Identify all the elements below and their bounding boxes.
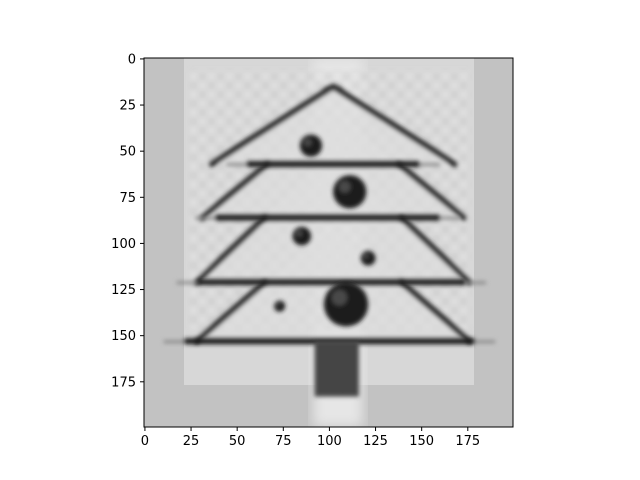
x-tick-label-100: 100 [317, 434, 342, 449]
ornament-2 [292, 226, 311, 246]
x-tick-label-150: 150 [409, 434, 434, 449]
tier-left-edge-3 [193, 279, 268, 345]
bar-2 [196, 279, 466, 286]
x-tick-label-50: 50 [229, 434, 246, 449]
bar-wisp-left-1 [195, 216, 216, 220]
y-tick-label-175: 175 [111, 375, 136, 390]
ornament-highlight-3 [363, 253, 369, 259]
bar-wisp-right-0 [419, 163, 440, 167]
ornament-highlight-5 [276, 302, 280, 307]
ornament-3 [360, 250, 376, 266]
trunk-body [314, 341, 359, 397]
bar-wisp-left-2 [176, 281, 197, 285]
tier-apex [319, 84, 347, 97]
bar-wisp-right-1 [440, 216, 461, 220]
bar-wisp-right-2 [465, 281, 486, 285]
bar-0 [246, 161, 420, 168]
tier-right-edge-0 [330, 83, 458, 168]
ornament-0 [299, 134, 323, 157]
bar-wisp-left-0 [226, 163, 247, 167]
tier-fill-2 [189, 159, 478, 283]
tree-trunk [314, 341, 359, 397]
ornament-highlight-1 [338, 180, 351, 193]
y-tick-label-0: 0 [128, 52, 136, 67]
x-tick-label-125: 125 [363, 434, 388, 449]
tier-left-edge-1 [199, 161, 271, 221]
ornament-4 [323, 282, 369, 327]
y-axis: 0 25 50 75 100 125 150 175 [111, 52, 144, 390]
y-tick-label-75: 75 [119, 191, 136, 206]
tree-ornaments [274, 134, 376, 327]
ornament-highlight-2 [295, 230, 303, 237]
bar-wisp-right-3 [475, 340, 496, 344]
y-tick-label-25: 25 [119, 99, 136, 114]
y-tick-label-50: 50 [119, 145, 136, 160]
axes-frame [143, 57, 514, 428]
ornament-5 [274, 300, 286, 312]
bar-1 [215, 214, 441, 221]
ornament-highlight-0 [303, 138, 312, 147]
y-tick-label-100: 100 [111, 237, 136, 252]
y-tick-label-150: 150 [111, 329, 136, 344]
x-tick-label-175: 175 [455, 434, 480, 449]
x-axis: 0 25 50 75 100 125 150 175 [141, 427, 480, 449]
tier-right-edge-3 [398, 279, 473, 345]
y-tick-label-125: 125 [111, 283, 136, 298]
x-tick-label-0: 0 [141, 434, 149, 449]
ornament-1 [333, 175, 367, 209]
tier-right-edge-2 [398, 214, 473, 286]
x-tick-label-75: 75 [275, 434, 292, 449]
tier-right-edge-1 [395, 161, 468, 221]
bar-wisp-left-3 [163, 340, 184, 344]
tier-left-edge-2 [193, 214, 268, 286]
plot-area [144, 58, 513, 427]
x-tick-label-25: 25 [183, 434, 200, 449]
ornament-highlight-4 [331, 289, 348, 306]
tier-left-edge-0 [208, 83, 337, 168]
